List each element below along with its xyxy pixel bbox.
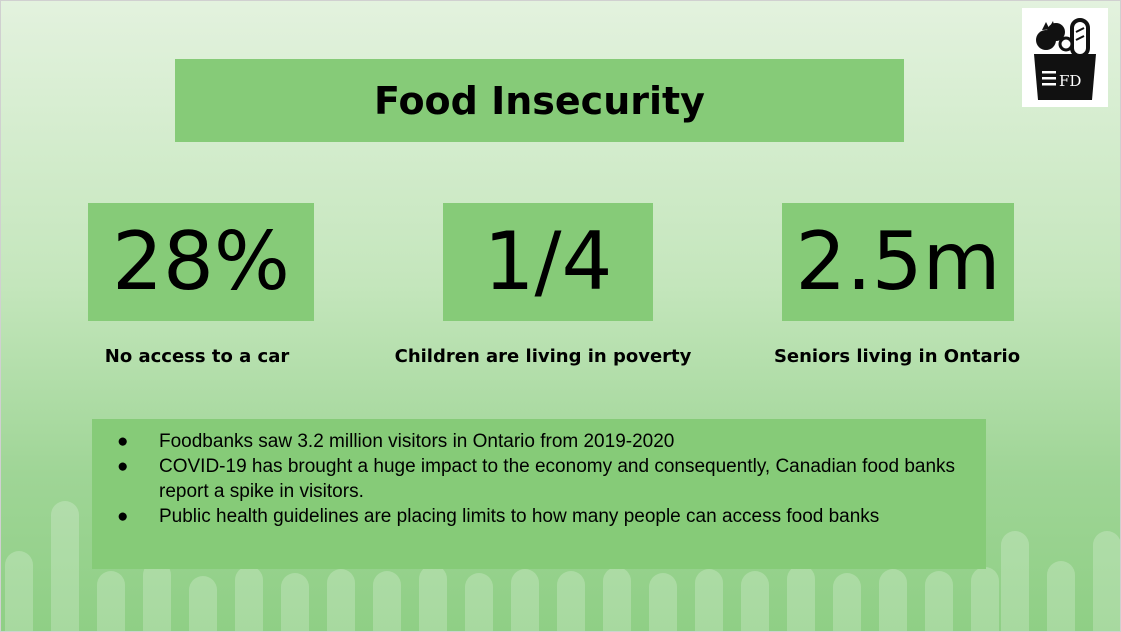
list-item: ● COVID-19 has brought a huge impact to t… [117,456,956,502]
list-item: ● Public health guidelines are placing li… [117,506,880,527]
bullet-box: ● Foodbanks saw 3.2 million visitors in O… [92,419,986,569]
bullet-icon: ● [117,506,129,527]
decorative-bars [1,491,1120,631]
bullet-icon: ● [117,456,129,477]
list-item: ● Foodbanks saw 3.2 million visitors in O… [117,431,675,452]
stat-value: 2.5m [795,215,1001,308]
title-box: Food Insecurity [175,59,904,142]
svg-text:FD: FD [1059,72,1081,90]
bullet-icon: ● [117,431,129,452]
stat-label: Seniors living in Ontario [773,346,1021,367]
stat-label: No access to a car [104,346,290,367]
bullet-list: ● Foodbanks saw 3.2 million visitors in O… [117,429,966,529]
stat-box-children: 1/4 [443,203,653,321]
stat-box-car: 28% [88,203,314,321]
logo: FD [1022,8,1108,107]
stat-value: 28% [112,215,290,308]
stat-label: Children are living in poverty [394,346,692,367]
page-title: Food Insecurity [374,78,705,123]
stat-box-seniors: 2.5m [782,203,1014,321]
stat-value: 1/4 [483,215,613,308]
grocery-bag-icon: FD [1034,18,1096,100]
